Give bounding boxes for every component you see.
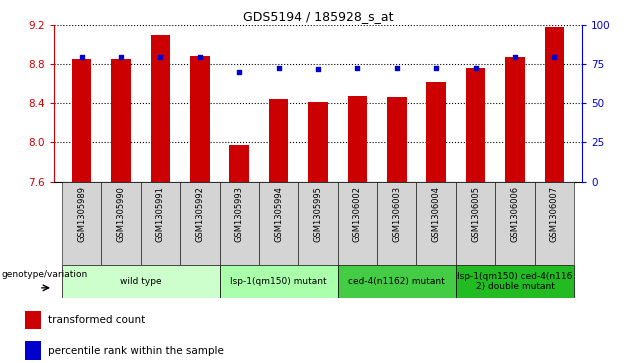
Point	[431, 65, 441, 70]
FancyBboxPatch shape	[62, 182, 101, 265]
Bar	[544, 27, 564, 182]
Point	[273, 65, 284, 70]
FancyBboxPatch shape	[456, 265, 574, 298]
Point	[471, 65, 481, 70]
FancyBboxPatch shape	[417, 182, 456, 265]
FancyBboxPatch shape	[338, 265, 456, 298]
Bar	[111, 58, 131, 182]
Point	[392, 65, 402, 70]
FancyBboxPatch shape	[141, 182, 180, 265]
Text: percentile rank within the sample: percentile rank within the sample	[48, 346, 224, 356]
Text: GSM1306002: GSM1306002	[353, 186, 362, 242]
Text: genotype/variation: genotype/variation	[1, 270, 87, 279]
Text: GSM1305994: GSM1305994	[274, 186, 283, 241]
Text: GSM1305993: GSM1305993	[235, 186, 244, 242]
Text: lsp-1(qm150) ced-4(n116
2) double mutant: lsp-1(qm150) ced-4(n116 2) double mutant	[457, 272, 572, 291]
FancyBboxPatch shape	[101, 182, 141, 265]
FancyBboxPatch shape	[535, 182, 574, 265]
Bar	[25, 310, 41, 329]
Text: GSM1306005: GSM1306005	[471, 186, 480, 242]
FancyBboxPatch shape	[219, 265, 338, 298]
FancyBboxPatch shape	[298, 182, 338, 265]
FancyBboxPatch shape	[377, 182, 417, 265]
Text: lsp-1(qm150) mutant: lsp-1(qm150) mutant	[230, 277, 327, 286]
FancyBboxPatch shape	[259, 182, 298, 265]
Point	[155, 54, 165, 60]
FancyBboxPatch shape	[456, 182, 495, 265]
Point	[550, 54, 560, 60]
FancyBboxPatch shape	[180, 182, 219, 265]
Text: GSM1305995: GSM1305995	[314, 186, 322, 241]
FancyBboxPatch shape	[495, 182, 535, 265]
Bar	[387, 97, 406, 182]
Bar	[308, 102, 328, 182]
FancyBboxPatch shape	[338, 182, 377, 265]
Bar	[505, 57, 525, 182]
Text: GSM1306006: GSM1306006	[511, 186, 520, 242]
Bar	[466, 68, 485, 182]
FancyBboxPatch shape	[219, 182, 259, 265]
Point	[352, 65, 363, 70]
FancyBboxPatch shape	[62, 265, 219, 298]
Text: GSM1305992: GSM1305992	[195, 186, 204, 241]
Point	[116, 54, 126, 60]
Bar	[426, 82, 446, 182]
Bar	[72, 58, 92, 182]
Point	[234, 69, 244, 75]
Text: transformed count: transformed count	[48, 315, 145, 325]
Bar	[230, 146, 249, 182]
Text: GSM1305990: GSM1305990	[116, 186, 125, 241]
Point	[195, 54, 205, 60]
Title: GDS5194 / 185928_s_at: GDS5194 / 185928_s_at	[243, 10, 393, 23]
Text: GSM1306007: GSM1306007	[550, 186, 559, 242]
Point	[313, 66, 323, 72]
Text: GSM1306003: GSM1306003	[392, 186, 401, 242]
Bar	[347, 95, 367, 182]
Text: GSM1306004: GSM1306004	[432, 186, 441, 242]
Bar	[190, 56, 210, 182]
Bar	[25, 341, 41, 360]
Point	[510, 54, 520, 60]
Text: ced-4(n1162) mutant: ced-4(n1162) mutant	[349, 277, 445, 286]
Bar	[151, 35, 170, 182]
Text: GSM1305989: GSM1305989	[77, 186, 86, 242]
Text: wild type: wild type	[120, 277, 162, 286]
Bar	[269, 99, 289, 182]
Point	[76, 54, 86, 60]
Text: GSM1305991: GSM1305991	[156, 186, 165, 241]
